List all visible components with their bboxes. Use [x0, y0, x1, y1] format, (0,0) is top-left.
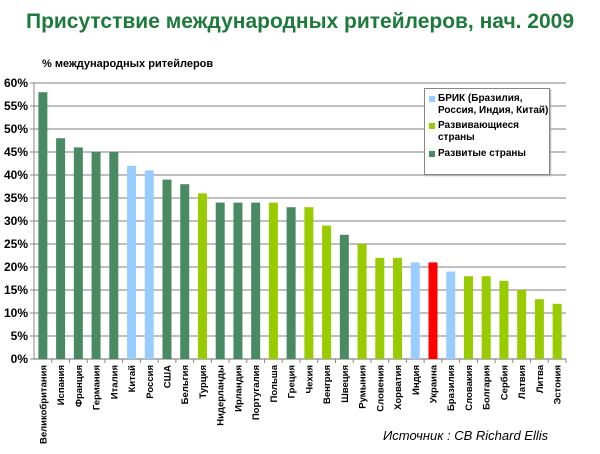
bar	[375, 257, 385, 359]
legend-swatch-developed	[429, 151, 435, 157]
x-tick-label: Бельгия	[180, 365, 191, 404]
x-tick-label: Великобритания	[38, 365, 49, 444]
y-tick-label: 45%	[4, 145, 28, 159]
x-tick-label: Польша	[269, 364, 280, 402]
x-tick-label: Литва	[535, 364, 546, 393]
bar	[162, 179, 172, 359]
y-tick-label: 10%	[4, 306, 28, 320]
bar	[251, 202, 261, 359]
x-tick-label: Украина	[429, 364, 440, 403]
legend-item-developed: Развитые страны	[429, 148, 526, 160]
bar	[357, 244, 367, 359]
x-tick-label: США	[163, 365, 174, 388]
legend-label-emerging: Развивающиеся страны	[438, 120, 520, 143]
x-tick-label: Италия	[109, 365, 120, 399]
y-tick-label: 50%	[4, 122, 28, 136]
y-tick-label: 60%	[4, 76, 28, 90]
legend-item-bric: БРИК (Бразилия, Россия, Индия, Китай)	[429, 93, 549, 117]
legend-label-bric: БРИК (Бразилия, Россия, Индия, Китай)	[438, 93, 549, 116]
x-tick-label: Франция	[74, 365, 85, 407]
y-tick-label: 5%	[11, 329, 29, 343]
x-tick-label: Испания	[56, 365, 67, 405]
y-tick-label: 20%	[4, 260, 28, 274]
x-tick-label: Германия	[92, 365, 103, 410]
x-tick-label: Латвия	[517, 365, 528, 399]
y-tick-label: 15%	[4, 283, 28, 297]
legend-item-emerging: Развивающиеся страны	[429, 120, 549, 144]
bar	[268, 202, 278, 359]
y-tick-label: 0%	[11, 352, 29, 366]
bar	[410, 262, 420, 359]
x-tick-label: Словакия	[464, 365, 475, 411]
bar	[304, 207, 314, 359]
x-tick-label: Португалия	[251, 365, 262, 420]
bar	[393, 257, 403, 359]
bar	[109, 152, 119, 359]
legend-swatch-emerging	[429, 123, 435, 129]
legend-swatch-bric	[429, 96, 435, 102]
bar	[481, 276, 491, 359]
bar	[233, 202, 243, 359]
bar	[73, 147, 83, 359]
bar	[127, 165, 137, 359]
x-tick-label: Эстония	[553, 365, 564, 405]
y-tick-label: 30%	[4, 214, 28, 228]
bar	[215, 202, 225, 359]
x-tick-label: Россия	[145, 365, 156, 399]
x-tick-label: Китай	[127, 365, 138, 393]
bar	[91, 152, 101, 359]
bar	[463, 276, 473, 359]
bar	[446, 271, 456, 359]
bar	[499, 280, 509, 359]
y-tick-label: 35%	[4, 191, 28, 205]
x-tick-label: Венгрия	[322, 365, 333, 404]
y-tick-label: 40%	[4, 168, 28, 182]
y-tick-label: 55%	[4, 99, 28, 113]
bar	[38, 92, 48, 359]
x-tick-label: Греция	[287, 365, 298, 398]
y-axis-label: % международных ритейлеров	[42, 58, 214, 70]
bar	[286, 207, 296, 359]
legend: БРИК (Бразилия, Россия, Индия, Китай) Ра…	[424, 88, 550, 175]
bar	[144, 170, 154, 359]
x-tick-label: Турция	[198, 365, 209, 399]
bar	[534, 299, 544, 359]
x-tick-label: Словения	[375, 365, 386, 412]
x-tick-label: Болгария	[482, 365, 493, 410]
bar	[56, 138, 66, 359]
x-tick-label: Нидерланды	[216, 365, 227, 426]
bar	[517, 290, 527, 359]
legend-label-developed: Развитые страны	[438, 148, 526, 159]
x-tick-label: Индия	[411, 365, 422, 395]
x-tick-label: Швеция	[340, 365, 351, 403]
x-tick-label: Бразилия	[446, 365, 457, 411]
source-note: Источник : CB Richard Ellis	[383, 428, 549, 443]
x-tick-label: Чехия	[304, 365, 315, 394]
x-tick-label: Хорватия	[393, 365, 404, 410]
x-tick-label: Ирландия	[233, 365, 244, 412]
bar	[339, 234, 349, 359]
x-tick-label: Румыния	[358, 365, 369, 409]
bar	[552, 303, 562, 359]
x-tick-label: Сербия	[499, 365, 510, 400]
bar	[322, 225, 332, 359]
y-tick-label: 25%	[4, 237, 28, 251]
bar	[197, 193, 207, 359]
chart-title: Присутствие международных ритейлеров, на…	[25, 10, 575, 33]
bar	[180, 184, 190, 359]
bar	[428, 262, 438, 359]
